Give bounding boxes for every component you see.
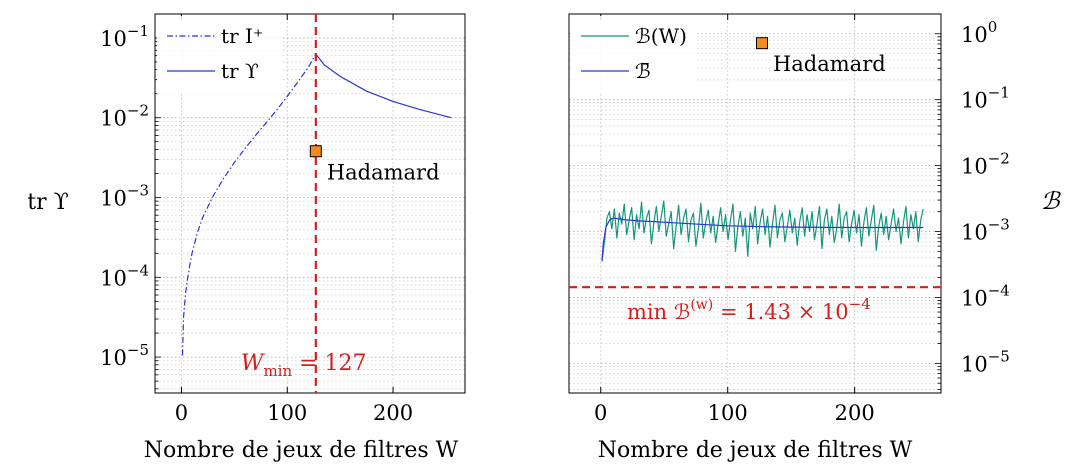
vline-label: Wmin = 127 — [241, 351, 367, 380]
series-line-0-0 — [181, 53, 317, 356]
y-tick-label: 10−1 — [100, 22, 149, 51]
x-tick-label: 200 — [373, 401, 413, 425]
legend-box — [157, 16, 282, 94]
y-tick-label: 10−1 — [961, 84, 1010, 113]
left-ylabel: tr ϒ — [27, 190, 68, 215]
x-tick-label: 100 — [708, 401, 748, 425]
left-annotations: Wmin = 127 Hadamard — [241, 14, 440, 393]
right-chart: 0 100 200 100 10−1 10−2 10−3 10−4 10−5 min ℬ(w) … — [568, 13, 1062, 463]
y-tick-label: 10−5 — [961, 347, 1010, 376]
series-line-1-0 — [601, 200, 924, 262]
right-grid — [569, 14, 941, 393]
left-axes: 0 100 200 10−1 10−2 10−3 10−4 10−5 — [100, 13, 466, 425]
x-tick-label: 0 — [594, 401, 607, 425]
legend-label-1: ℬ̄ — [635, 59, 651, 83]
left-grid — [155, 14, 465, 393]
x-tick-label: 0 — [175, 401, 188, 425]
y-tick-label: 10−2 — [100, 102, 149, 131]
hline-label: min ℬ(w) = 1.43 × 10−4 — [627, 295, 871, 324]
right-series-group — [601, 200, 924, 262]
y-tick-label: 10−3 — [961, 216, 1010, 245]
series-line-0-1 — [315, 53, 452, 119]
legend-label-1: tr ϒ — [221, 59, 259, 83]
hadamard-marker — [309, 145, 322, 158]
right-ylabel: ℬ — [1041, 187, 1062, 215]
y-tick-label: 10−4 — [961, 281, 1010, 310]
hadamard-label: Hadamard — [773, 52, 886, 76]
right-axes: 0 100 200 100 10−1 10−2 10−3 10−4 10−5 — [568, 13, 1010, 425]
y-tick-label: 100 — [961, 18, 997, 47]
hadamard-label: Hadamard — [327, 160, 440, 184]
legend-label-0: ℬ(W) — [635, 24, 687, 48]
x-tick-label: 200 — [835, 401, 875, 425]
right-xlabel: Nombre de jeux de filtres W — [598, 438, 913, 463]
left-series-group — [181, 53, 452, 356]
x-tick-label: 100 — [267, 401, 307, 425]
y-tick-label: 10−5 — [100, 341, 149, 370]
legend-box — [571, 16, 696, 94]
y-tick-label: 10−2 — [961, 150, 1010, 179]
left-legend: tr I⁺ tr ϒ — [157, 16, 282, 94]
y-tick-label: 10−4 — [100, 261, 149, 290]
legend-label-0: tr I⁺ — [221, 24, 263, 48]
plot-frame — [154, 13, 466, 394]
y-tick-label: 10−3 — [100, 182, 149, 211]
left-xlabel: Nombre de jeux de filtres W — [144, 438, 459, 463]
left-chart: 0 100 200 10−1 10−2 10−3 10−4 10−5 Wmin = 127 Ha… — [27, 13, 466, 463]
plot-frame — [568, 13, 942, 394]
right-legend: ℬ(W) ℬ̄ — [571, 16, 696, 94]
hadamard-marker — [755, 37, 768, 50]
series-line-1-1 — [601, 217, 924, 261]
right-annotations: min ℬ(w) = 1.43 × 10−4 Hadamard — [569, 37, 941, 324]
